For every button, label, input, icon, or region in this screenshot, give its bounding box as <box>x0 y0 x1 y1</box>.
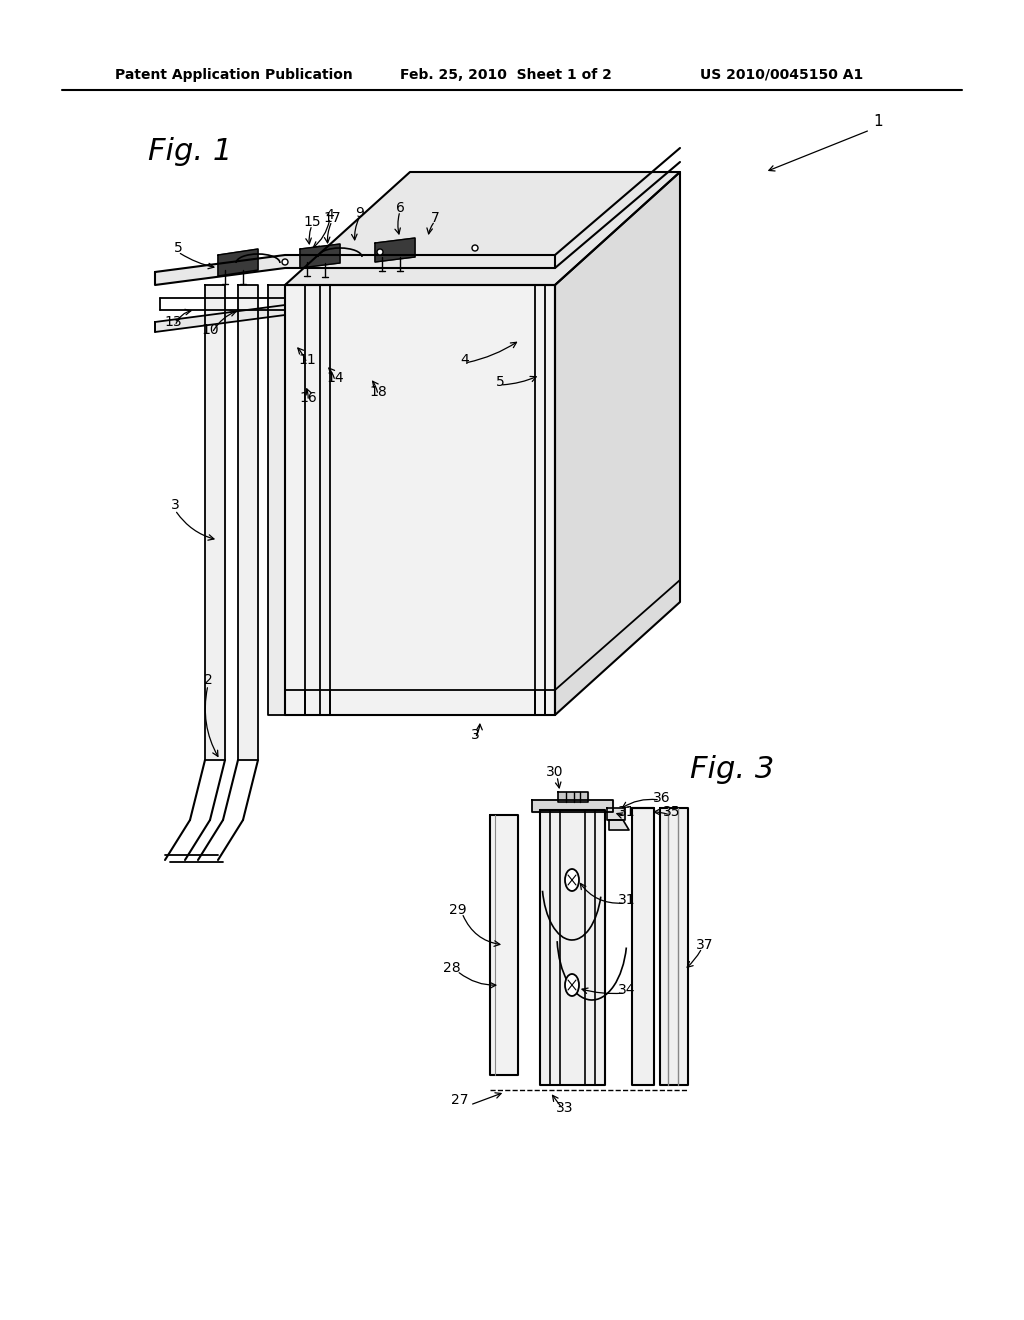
Text: 30: 30 <box>546 766 564 779</box>
Text: 10: 10 <box>201 323 219 337</box>
Text: 9: 9 <box>355 206 365 220</box>
Text: 4: 4 <box>461 352 469 367</box>
Text: 31: 31 <box>618 805 636 818</box>
Text: 28: 28 <box>443 961 461 975</box>
Polygon shape <box>300 244 340 268</box>
Ellipse shape <box>565 974 579 997</box>
Text: 7: 7 <box>431 211 439 224</box>
Text: 11: 11 <box>298 352 315 367</box>
Polygon shape <box>607 808 625 820</box>
Circle shape <box>377 249 383 255</box>
Text: 17: 17 <box>324 211 341 224</box>
Text: 14: 14 <box>327 371 344 385</box>
Text: 3: 3 <box>471 729 479 742</box>
Text: 34: 34 <box>618 983 636 997</box>
Circle shape <box>472 246 478 251</box>
Ellipse shape <box>565 869 579 891</box>
Text: 1: 1 <box>873 115 883 129</box>
Polygon shape <box>205 285 225 760</box>
Polygon shape <box>268 285 285 715</box>
Polygon shape <box>155 305 285 333</box>
Text: Fig. 3: Fig. 3 <box>690 755 774 784</box>
Polygon shape <box>218 249 258 276</box>
Circle shape <box>282 259 288 265</box>
Text: Patent Application Publication: Patent Application Publication <box>115 69 352 82</box>
Text: US 2010/0045150 A1: US 2010/0045150 A1 <box>700 69 863 82</box>
Text: 35: 35 <box>664 805 681 818</box>
Text: 37: 37 <box>696 939 714 952</box>
Polygon shape <box>609 820 629 830</box>
Text: 16: 16 <box>299 391 316 405</box>
Text: 31: 31 <box>618 894 636 907</box>
Text: 18: 18 <box>369 385 387 399</box>
Text: 6: 6 <box>395 201 404 215</box>
Text: 33: 33 <box>556 1101 573 1115</box>
Polygon shape <box>285 285 555 715</box>
Text: 3: 3 <box>171 498 179 512</box>
Polygon shape <box>490 814 518 1074</box>
Text: 4: 4 <box>326 209 335 222</box>
Polygon shape <box>632 808 654 1085</box>
Text: Feb. 25, 2010  Sheet 1 of 2: Feb. 25, 2010 Sheet 1 of 2 <box>400 69 612 82</box>
Text: 5: 5 <box>174 242 182 255</box>
Polygon shape <box>555 172 680 715</box>
Text: 15: 15 <box>303 215 321 228</box>
Polygon shape <box>540 810 605 1085</box>
Text: Fig. 1: Fig. 1 <box>148 137 232 166</box>
Polygon shape <box>155 255 555 285</box>
Text: 27: 27 <box>452 1093 469 1107</box>
Polygon shape <box>285 172 680 285</box>
Polygon shape <box>558 792 588 803</box>
Polygon shape <box>238 285 258 760</box>
Text: 5: 5 <box>496 375 505 389</box>
Polygon shape <box>660 808 688 1085</box>
Text: 29: 29 <box>450 903 467 917</box>
Text: 13: 13 <box>164 315 182 329</box>
Polygon shape <box>375 238 415 261</box>
Text: 2: 2 <box>204 673 212 686</box>
Text: 36: 36 <box>653 791 671 805</box>
Polygon shape <box>532 800 613 812</box>
